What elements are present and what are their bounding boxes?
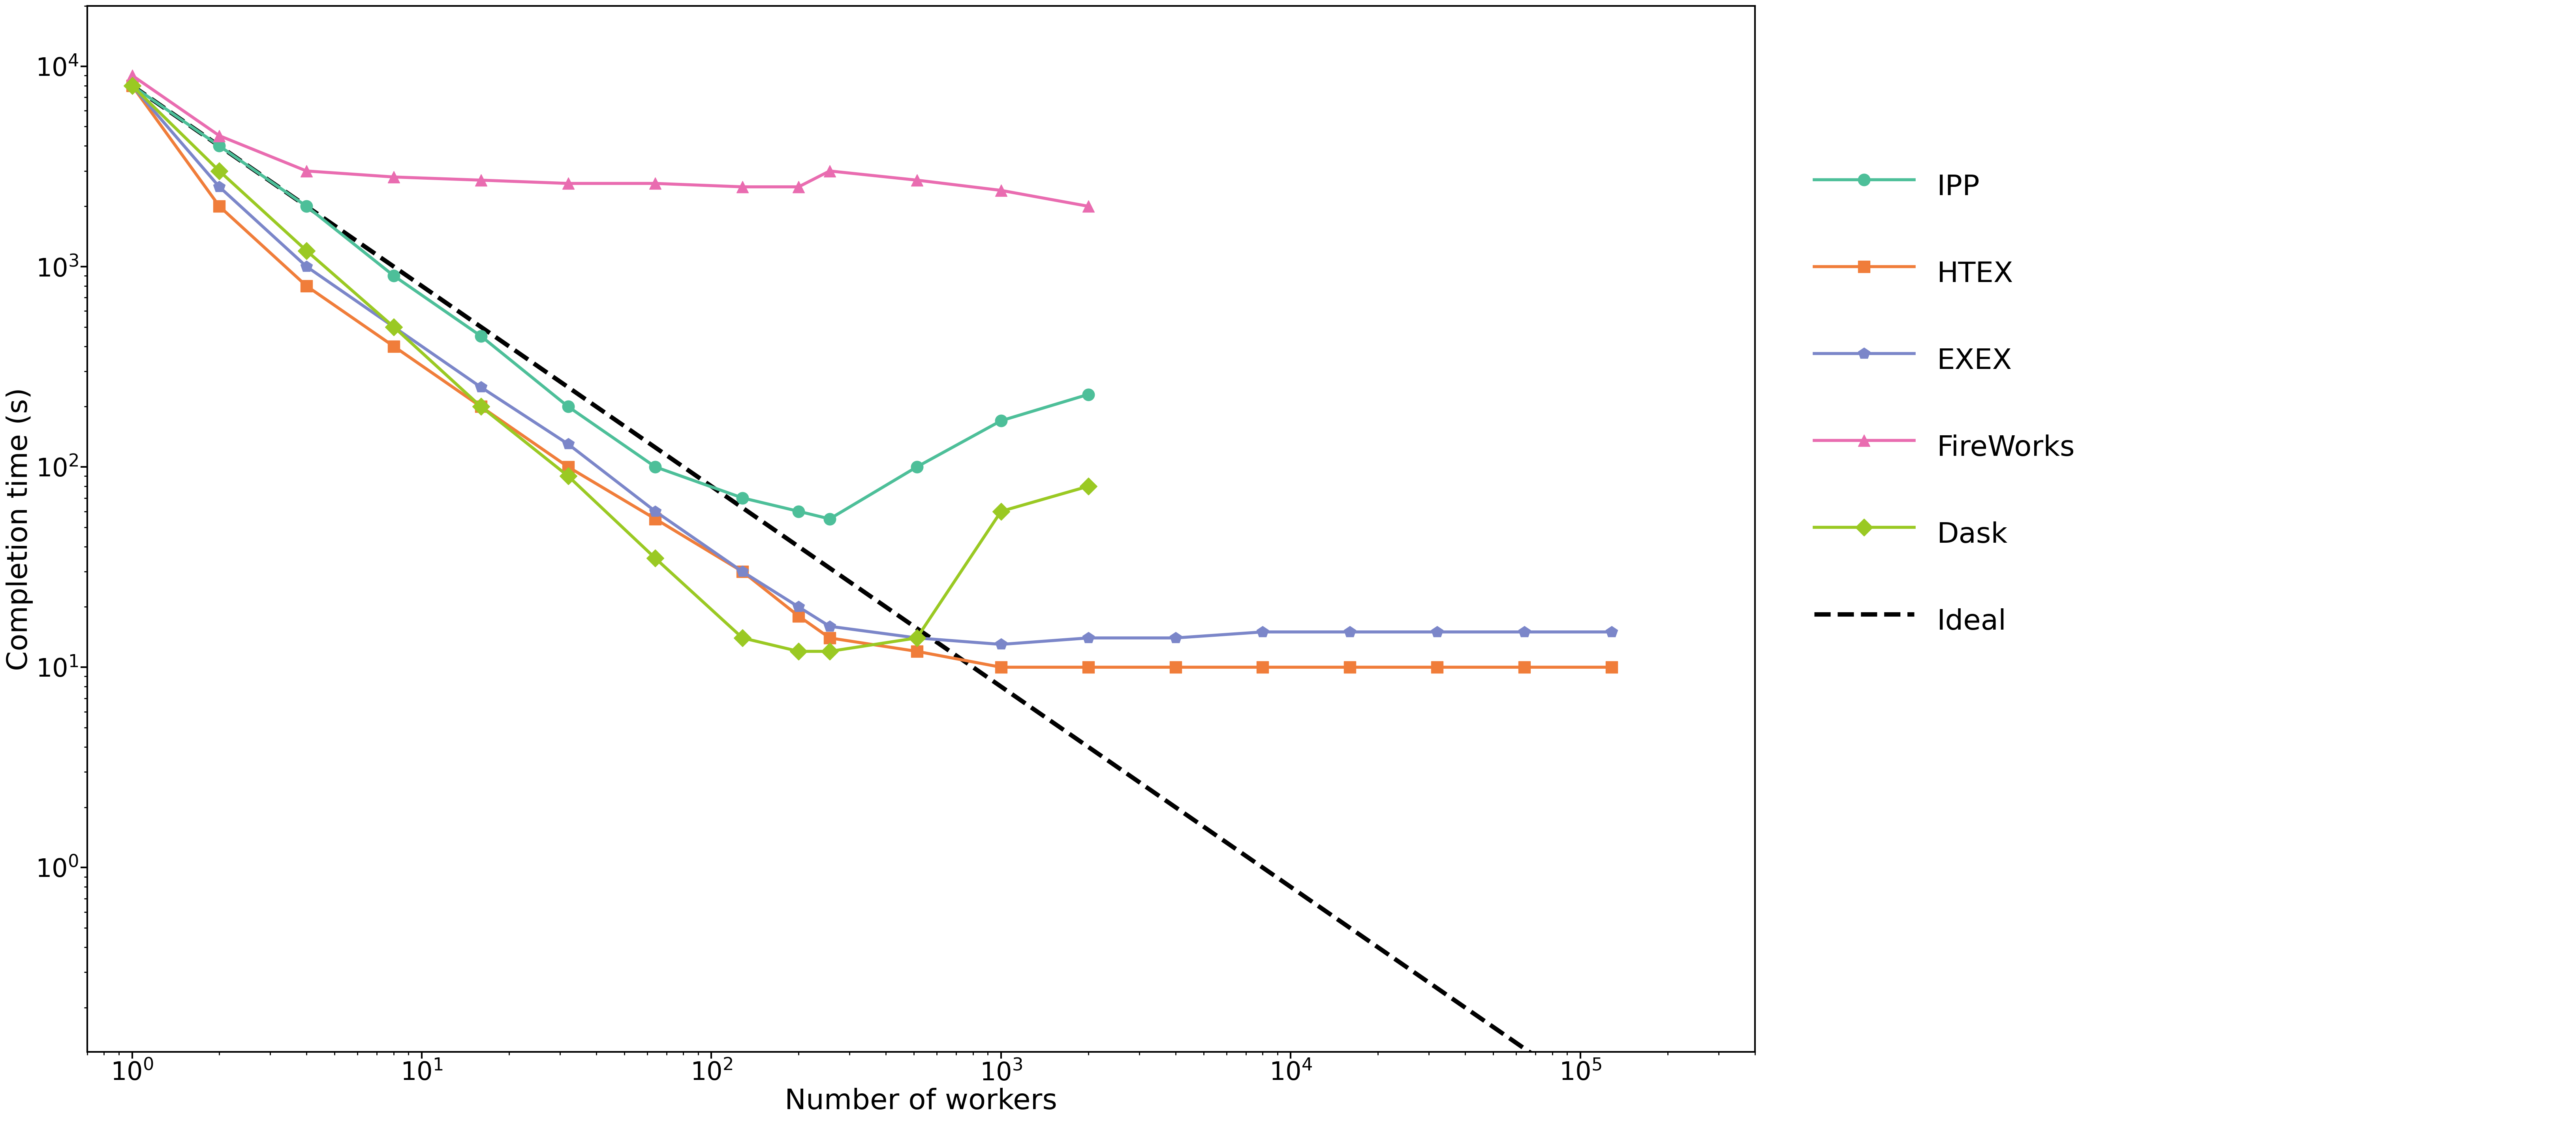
EXEX bbox=[639, 504, 670, 518]
IPP bbox=[783, 504, 814, 518]
Dask bbox=[466, 400, 497, 414]
FireWorks bbox=[639, 177, 670, 191]
EXEX bbox=[987, 638, 1018, 651]
Dask bbox=[116, 78, 147, 92]
HTEX bbox=[379, 340, 410, 353]
Line: IPP: IPP bbox=[126, 80, 1095, 525]
EXEX bbox=[726, 565, 757, 578]
FireWorks bbox=[902, 174, 933, 187]
FireWorks bbox=[379, 170, 410, 184]
EXEX bbox=[1072, 631, 1103, 645]
EXEX bbox=[1422, 626, 1453, 639]
HTEX bbox=[814, 631, 845, 645]
Dask bbox=[1072, 480, 1103, 493]
IPP bbox=[639, 460, 670, 473]
Line: FireWorks: FireWorks bbox=[126, 70, 1095, 212]
HTEX bbox=[1159, 660, 1190, 674]
HTEX bbox=[1422, 660, 1453, 674]
EXEX bbox=[116, 78, 147, 92]
HTEX bbox=[116, 78, 147, 92]
IPP bbox=[204, 139, 234, 152]
Dask bbox=[204, 165, 234, 178]
FireWorks bbox=[116, 68, 147, 82]
Dask bbox=[639, 552, 670, 565]
Y-axis label: Completion time (s): Completion time (s) bbox=[5, 388, 33, 670]
Line: EXEX: EXEX bbox=[126, 80, 1618, 650]
EXEX bbox=[1510, 626, 1540, 639]
IPP bbox=[379, 269, 410, 282]
FireWorks bbox=[551, 177, 582, 191]
IPP bbox=[466, 330, 497, 343]
HTEX bbox=[1334, 660, 1365, 674]
Dask bbox=[814, 645, 845, 658]
IPP bbox=[726, 491, 757, 504]
HTEX bbox=[1247, 660, 1278, 674]
Dask bbox=[726, 631, 757, 645]
HTEX bbox=[551, 460, 582, 473]
EXEX bbox=[1247, 626, 1278, 639]
Dask bbox=[379, 321, 410, 334]
IPP bbox=[814, 512, 845, 526]
EXEX bbox=[814, 620, 845, 633]
HTEX bbox=[1510, 660, 1540, 674]
IPP bbox=[551, 400, 582, 414]
HTEX bbox=[783, 610, 814, 623]
Line: Dask: Dask bbox=[126, 80, 1095, 657]
FireWorks bbox=[204, 129, 234, 142]
EXEX bbox=[1595, 626, 1625, 639]
EXEX bbox=[902, 631, 933, 645]
HTEX bbox=[726, 565, 757, 578]
HTEX bbox=[204, 200, 234, 213]
HTEX bbox=[902, 645, 933, 658]
X-axis label: Number of workers: Number of workers bbox=[786, 1087, 1056, 1115]
HTEX bbox=[1595, 660, 1625, 674]
HTEX bbox=[466, 400, 497, 414]
EXEX bbox=[379, 321, 410, 334]
EXEX bbox=[1334, 626, 1365, 639]
FireWorks bbox=[814, 165, 845, 178]
Legend: IPP, HTEX, EXEX, FireWorks, Dask, Ideal: IPP, HTEX, EXEX, FireWorks, Dask, Ideal bbox=[1785, 136, 2102, 671]
EXEX bbox=[466, 380, 497, 393]
EXEX bbox=[204, 180, 234, 194]
IPP bbox=[987, 414, 1018, 427]
Dask bbox=[902, 631, 933, 645]
EXEX bbox=[1159, 631, 1190, 645]
EXEX bbox=[783, 600, 814, 613]
IPP bbox=[902, 460, 933, 473]
FireWorks bbox=[726, 180, 757, 194]
IPP bbox=[116, 78, 147, 92]
Dask bbox=[783, 645, 814, 658]
FireWorks bbox=[783, 180, 814, 194]
Line: HTEX: HTEX bbox=[126, 80, 1618, 674]
FireWorks bbox=[1072, 200, 1103, 213]
HTEX bbox=[291, 279, 322, 293]
FireWorks bbox=[291, 165, 322, 178]
FireWorks bbox=[987, 184, 1018, 197]
FireWorks bbox=[466, 174, 497, 187]
IPP bbox=[291, 200, 322, 213]
HTEX bbox=[987, 660, 1018, 674]
HTEX bbox=[1072, 660, 1103, 674]
EXEX bbox=[551, 437, 582, 451]
Dask bbox=[987, 504, 1018, 518]
HTEX bbox=[639, 512, 670, 526]
IPP bbox=[1072, 388, 1103, 401]
Dask bbox=[551, 470, 582, 483]
EXEX bbox=[291, 260, 322, 274]
Dask bbox=[291, 244, 322, 258]
